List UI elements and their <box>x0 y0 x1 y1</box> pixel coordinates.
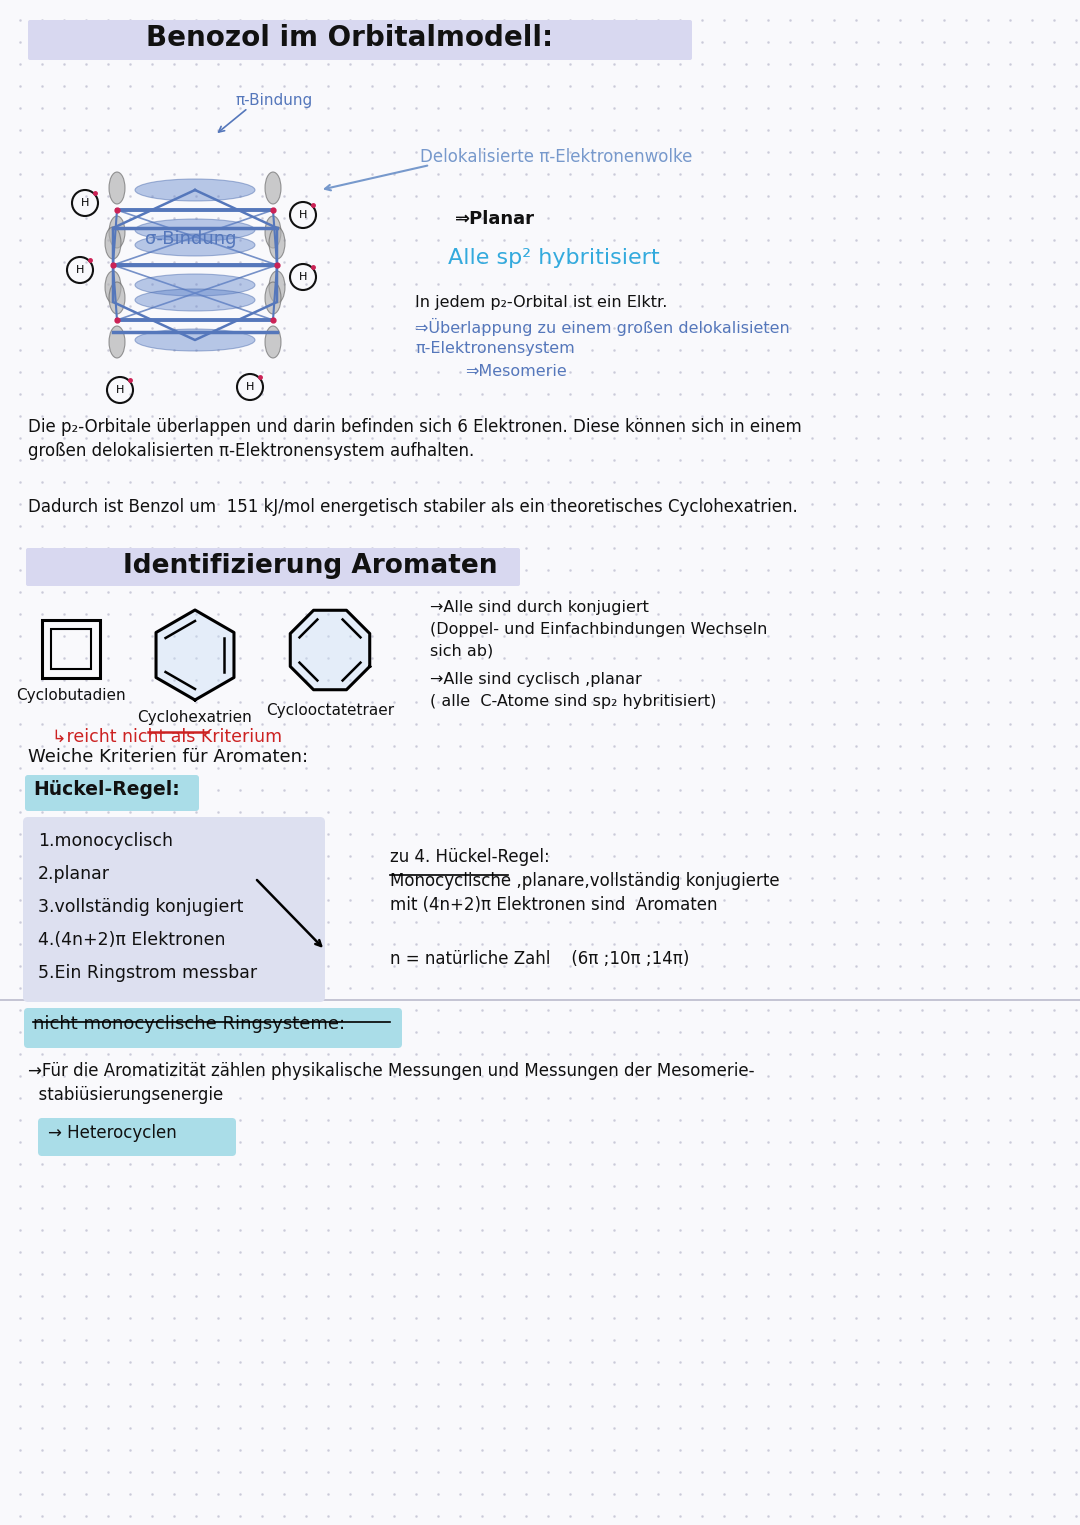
Text: Cyclobutadien: Cyclobutadien <box>16 688 125 703</box>
Text: nicht monocyclische Ringsysteme:: nicht monocyclische Ringsysteme: <box>33 1016 346 1032</box>
Text: Identifizierung Aromaten: Identifizierung Aromaten <box>123 554 497 580</box>
FancyBboxPatch shape <box>26 547 519 586</box>
Text: stabiüsierungsenergie: stabiüsierungsenergie <box>28 1086 224 1104</box>
Text: → Heterocyclen: → Heterocyclen <box>48 1124 177 1142</box>
Ellipse shape <box>105 271 121 303</box>
Text: →Alle sind durch konjugiert: →Alle sind durch konjugiert <box>430 599 649 615</box>
Ellipse shape <box>109 172 125 204</box>
Text: ↳reicht nicht als Kriterium: ↳reicht nicht als Kriterium <box>52 727 282 746</box>
Text: Weiche Kriterien für Aromaten:: Weiche Kriterien für Aromaten: <box>28 747 308 766</box>
Ellipse shape <box>135 220 255 241</box>
Text: Cyclohexatrien: Cyclohexatrien <box>137 711 253 724</box>
Ellipse shape <box>135 329 255 351</box>
Text: →Für die Aromatizität zählen physikalische Messungen und Messungen der Mesomerie: →Für die Aromatizität zählen physikalisc… <box>28 1061 755 1080</box>
Text: 5.Ein Ringstrom messbar: 5.Ein Ringstrom messbar <box>38 964 257 982</box>
Text: 1.monocyclisch: 1.monocyclisch <box>38 833 173 849</box>
Text: großen delokalisierten π-Elektronensystem aufhalten.: großen delokalisierten π-Elektronensyste… <box>28 442 474 461</box>
Ellipse shape <box>135 290 255 311</box>
Text: Monocyclische ,planare,vollständig konjugierte: Monocyclische ,planare,vollständig konju… <box>390 872 780 891</box>
Text: ⇒Überlappung zu einem großen delokalisieten: ⇒Überlappung zu einem großen delokalisie… <box>415 319 789 336</box>
Text: H: H <box>76 265 84 274</box>
FancyBboxPatch shape <box>28 20 692 59</box>
FancyBboxPatch shape <box>24 1008 402 1048</box>
Text: Hückel-Regel:: Hückel-Regel: <box>33 779 179 799</box>
Text: 4.(4n+2)π Elektronen: 4.(4n+2)π Elektronen <box>38 930 226 949</box>
Ellipse shape <box>135 178 255 201</box>
Text: Delokalisierte π-Elektronenwolke: Delokalisierte π-Elektronenwolke <box>420 148 692 166</box>
Text: π-Bindung: π-Bindung <box>235 93 312 108</box>
Text: Benozol im Orbitalmodell:: Benozol im Orbitalmodell: <box>147 24 554 52</box>
Ellipse shape <box>109 282 125 314</box>
Polygon shape <box>156 610 234 700</box>
Text: π-Elektronensystem: π-Elektronensystem <box>415 342 575 355</box>
Ellipse shape <box>109 217 125 249</box>
Text: (Doppel- und Einfachbindungen Wechseln: (Doppel- und Einfachbindungen Wechseln <box>430 622 768 637</box>
Ellipse shape <box>105 227 121 259</box>
Text: ⇒Mesomerie: ⇒Mesomerie <box>465 364 567 380</box>
Text: n = natürliche Zahl    (6π ;10π ;14π): n = natürliche Zahl (6π ;10π ;14π) <box>390 950 689 968</box>
Text: zu 4. Hückel-Regel:: zu 4. Hückel-Regel: <box>390 848 550 866</box>
Text: In jedem p₂-Orbital ist ein Elktr.: In jedem p₂-Orbital ist ein Elktr. <box>415 294 667 310</box>
Ellipse shape <box>265 282 281 314</box>
Text: H: H <box>116 384 124 395</box>
Ellipse shape <box>265 217 281 249</box>
Text: σ-Bindung: σ-Bindung <box>145 230 237 249</box>
Text: Cyclooctatetraer: Cyclooctatetraer <box>266 703 394 718</box>
Text: ⇒Planar: ⇒Planar <box>455 210 535 229</box>
Text: Alle sp² hybritisiert: Alle sp² hybritisiert <box>448 249 660 268</box>
Text: H: H <box>299 271 307 282</box>
FancyBboxPatch shape <box>38 1118 237 1156</box>
Ellipse shape <box>265 326 281 358</box>
Text: H: H <box>81 198 90 207</box>
Ellipse shape <box>269 227 285 259</box>
Text: H: H <box>246 381 254 392</box>
Text: 3.vollständig konjugiert: 3.vollständig konjugiert <box>38 898 243 917</box>
Text: 2.planar: 2.planar <box>38 865 110 883</box>
FancyBboxPatch shape <box>23 817 325 1002</box>
Text: →Alle sind cyclisch ,planar: →Alle sind cyclisch ,planar <box>430 673 642 686</box>
Text: Dadurch ist Benzol um  151 kJ/mol energetisch stabiler als ein theoretisches Cyc: Dadurch ist Benzol um 151 kJ/mol energet… <box>28 499 798 515</box>
Text: Die p₂-Orbitale überlappen und darin befinden sich 6 Elektronen. Diese können si: Die p₂-Orbitale überlappen und darin bef… <box>28 418 801 436</box>
Text: ( alle  C-Atome sind sp₂ hybritisiert): ( alle C-Atome sind sp₂ hybritisiert) <box>430 694 716 709</box>
Text: H: H <box>299 210 307 220</box>
Ellipse shape <box>265 172 281 204</box>
Text: mit (4n+2)π Elektronen sind  Aromaten: mit (4n+2)π Elektronen sind Aromaten <box>390 897 717 913</box>
Polygon shape <box>291 610 369 689</box>
Text: sich ab): sich ab) <box>430 644 494 659</box>
FancyBboxPatch shape <box>25 775 199 811</box>
Ellipse shape <box>135 274 255 296</box>
Ellipse shape <box>269 271 285 303</box>
Ellipse shape <box>109 326 125 358</box>
Ellipse shape <box>135 233 255 256</box>
